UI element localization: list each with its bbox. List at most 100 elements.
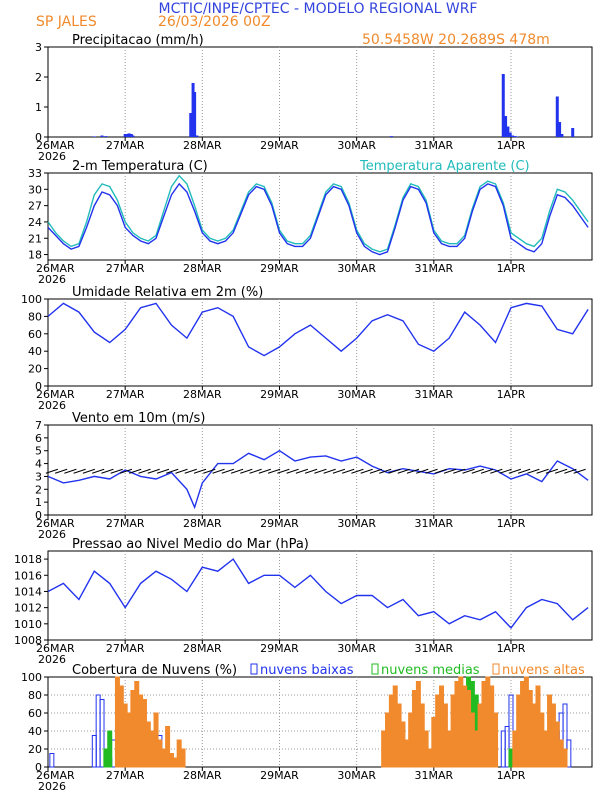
precip-bar bbox=[193, 92, 197, 137]
header-run: 26/03/2026 00Z bbox=[158, 14, 271, 30]
x-tick-label: 29MAR bbox=[260, 139, 299, 152]
x-tick-label: 28MAR bbox=[183, 769, 222, 782]
x-tick-label: 30MAR bbox=[337, 388, 376, 401]
cloud-bar bbox=[107, 730, 113, 768]
x-tick-label: 28MAR bbox=[183, 388, 222, 401]
precip-bar bbox=[127, 133, 131, 137]
y-tick-label: 33 bbox=[28, 167, 42, 180]
y-tick-label: 30 bbox=[28, 183, 42, 196]
y-tick-label: 3 bbox=[35, 470, 42, 483]
x-tick-label: 26MAR bbox=[36, 139, 75, 152]
wind-barb bbox=[314, 468, 327, 474]
header-title: MCTIC/INPE/CPTEC - MODELO REGIONAL WRF bbox=[159, 1, 478, 17]
precip-bar bbox=[125, 134, 129, 137]
panel-5: 26MAR 27MAR 28MAR 29MAR 30MAR 31MAR 1APR 2026 10… bbox=[14, 537, 593, 666]
x-tick-label: 26MAR bbox=[36, 769, 75, 782]
x-tick-label: 1APR bbox=[497, 139, 526, 152]
y-tick-label: 60 bbox=[28, 328, 42, 341]
y-tick-label: 1 bbox=[35, 101, 42, 114]
y-tick-label: 21 bbox=[28, 232, 42, 245]
y-tick-label: 1016 bbox=[14, 569, 42, 582]
x-tick-label: 29MAR bbox=[260, 262, 299, 275]
y-tick-label: 7 bbox=[35, 419, 42, 432]
series-line bbox=[47, 182, 589, 256]
wind-barb bbox=[91, 468, 105, 474]
y-tick-label: 60 bbox=[28, 707, 42, 720]
wind-barb bbox=[277, 468, 290, 474]
wind-barb bbox=[545, 468, 559, 474]
x-tick-label: 28MAR bbox=[183, 517, 222, 530]
x-tick-label: 26MAR bbox=[36, 642, 75, 655]
panel-3: 26MAR 27MAR 28MAR 29MAR 30MAR 31MAR 1APR 2026 0 2… bbox=[21, 285, 593, 412]
wind-barb bbox=[156, 468, 170, 474]
x-tick-label: 1APR bbox=[497, 769, 526, 782]
header-coords: 50.5458W 20.2689S 478m bbox=[362, 32, 550, 48]
y-tick-label: 0 bbox=[35, 131, 42, 144]
precip-bar bbox=[506, 126, 510, 137]
wind-barb bbox=[499, 468, 512, 474]
y-tick-label: 0 bbox=[35, 761, 42, 774]
legend-swatch bbox=[371, 663, 379, 675]
precip-bar bbox=[123, 134, 127, 137]
panel-title: Cobertura de Nuvens (%) bbox=[72, 663, 237, 678]
y-tick-label: 20 bbox=[28, 363, 42, 376]
wind-barb bbox=[416, 468, 429, 474]
x-tick-label: 31MAR bbox=[414, 139, 453, 152]
y-tick-label: 1018 bbox=[14, 553, 42, 566]
y-tick-label: 1014 bbox=[14, 585, 42, 598]
wind-barb bbox=[258, 468, 271, 474]
panel-title: Precipitacao (mm/h) bbox=[72, 33, 204, 48]
wind-barb bbox=[212, 468, 225, 474]
wind-barb bbox=[230, 468, 244, 474]
y-tick-label: 0 bbox=[35, 380, 42, 393]
wind-barb bbox=[369, 468, 383, 474]
wind-barb bbox=[573, 468, 586, 474]
precip-bar bbox=[129, 134, 133, 137]
wind-barb bbox=[184, 468, 197, 474]
precip-bar bbox=[511, 135, 515, 137]
wind-barb bbox=[360, 468, 373, 474]
precip-bar bbox=[513, 136, 517, 137]
wind-barb bbox=[443, 468, 457, 474]
x-tick-label: 1APR bbox=[497, 262, 526, 275]
wind-barb bbox=[480, 468, 494, 474]
panel-frame bbox=[47, 298, 593, 387]
x-tick-label: 27MAR bbox=[106, 262, 145, 275]
wind-barb bbox=[304, 468, 318, 474]
wind-barb bbox=[462, 468, 475, 474]
x-tick-label: 31MAR bbox=[414, 642, 453, 655]
panel-frame bbox=[47, 676, 593, 768]
wind-barb bbox=[119, 468, 133, 474]
x-tick-label: 30MAR bbox=[337, 642, 376, 655]
wind-barb bbox=[64, 468, 77, 474]
precip-bar bbox=[515, 136, 519, 137]
precip-bar bbox=[389, 136, 393, 137]
x-year-label: 2026 bbox=[38, 150, 66, 163]
wind-barb bbox=[166, 468, 179, 474]
wind-barb bbox=[323, 468, 336, 474]
precip-bar bbox=[501, 74, 505, 137]
wind-barb bbox=[434, 468, 447, 474]
y-tick-label: 0 bbox=[35, 509, 42, 522]
wind-barb bbox=[332, 468, 346, 474]
x-tick-label: 1APR bbox=[497, 642, 526, 655]
x-tick-label: 28MAR bbox=[183, 642, 222, 655]
y-tick-label: 80 bbox=[28, 689, 42, 702]
wind-barb bbox=[379, 468, 392, 474]
legend-swatch bbox=[250, 663, 258, 675]
panel-frame bbox=[47, 424, 593, 516]
y-tick-label: 5 bbox=[35, 445, 42, 458]
y-tick-label: 40 bbox=[28, 345, 42, 358]
precip-bar bbox=[191, 83, 195, 137]
y-tick-label: 40 bbox=[28, 725, 42, 738]
wind-barb bbox=[175, 468, 188, 474]
cloud-bar bbox=[49, 753, 55, 768]
series-line bbox=[47, 302, 589, 357]
x-tick-label: 26MAR bbox=[36, 262, 75, 275]
y-tick-label: 2 bbox=[35, 71, 42, 84]
cloud-bar bbox=[493, 712, 499, 768]
wind-barb bbox=[388, 468, 401, 474]
y-tick-label: 6 bbox=[35, 432, 42, 445]
legend-label: nuvens altas bbox=[502, 663, 585, 678]
